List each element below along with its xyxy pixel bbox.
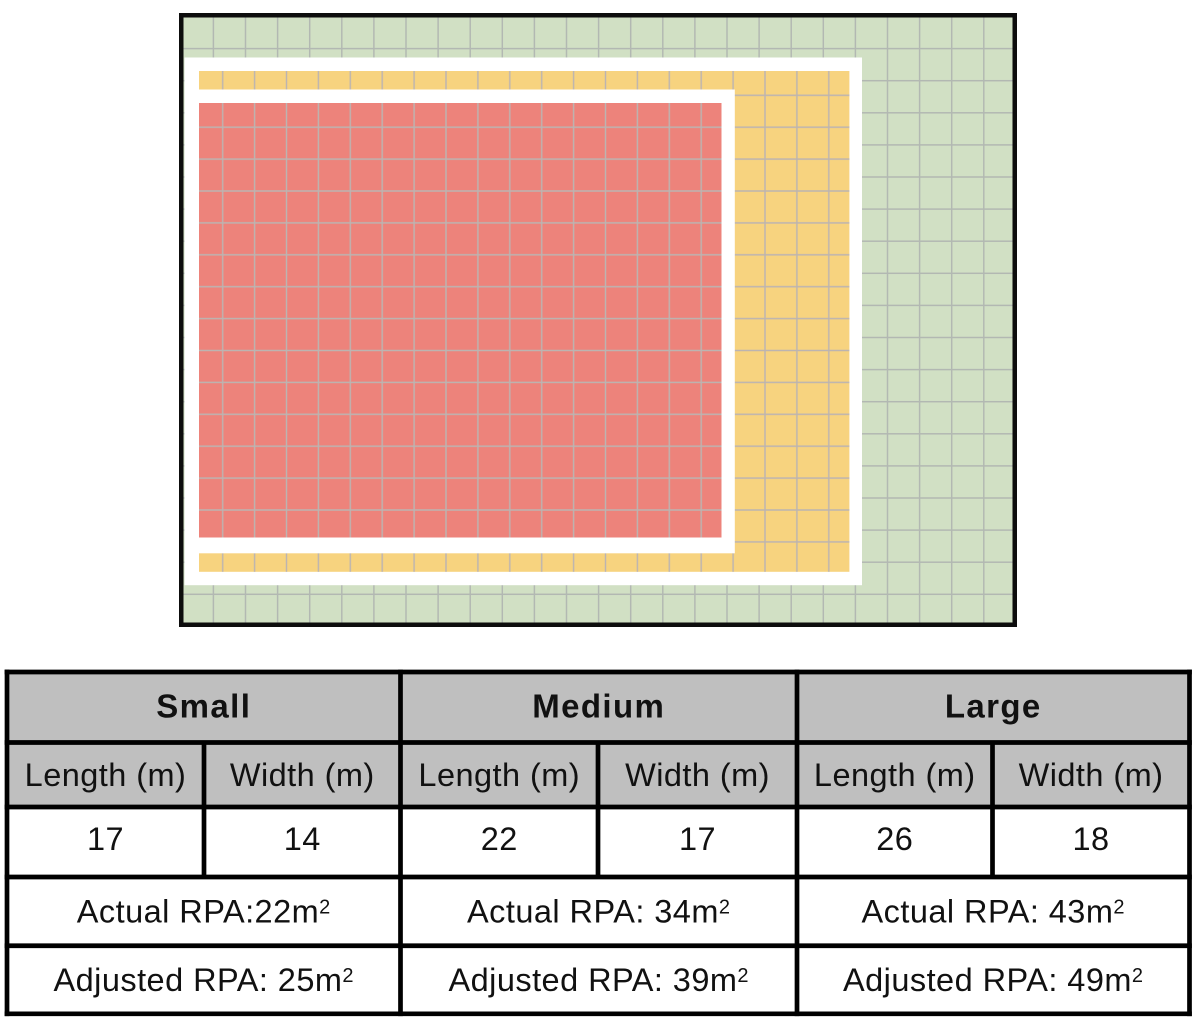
svg-text:Width (m): Width (m) — [230, 757, 375, 793]
svg-text:Medium: Medium — [532, 688, 665, 725]
svg-text:Adjusted RPA: 25m2: Adjusted RPA: 25m2 — [54, 962, 354, 998]
svg-text:Width (m): Width (m) — [625, 757, 770, 793]
svg-text:Length (m): Length (m) — [814, 757, 976, 793]
svg-text:Length (m): Length (m) — [418, 757, 580, 793]
svg-text:Width (m): Width (m) — [1019, 757, 1164, 793]
svg-text:Actual RPA: 43m2: Actual RPA: 43m2 — [862, 894, 1125, 930]
svg-text:17: 17 — [87, 821, 124, 857]
svg-text:Actual RPA:22m2: Actual RPA:22m2 — [77, 894, 331, 930]
svg-text:Length (m): Length (m) — [25, 757, 187, 793]
svg-text:18: 18 — [1072, 821, 1109, 857]
svg-text:Actual RPA: 34m2: Actual RPA: 34m2 — [467, 894, 730, 930]
svg-text:Small: Small — [156, 688, 251, 725]
svg-text:Large: Large — [945, 688, 1042, 725]
svg-text:Adjusted RPA: 49m2: Adjusted RPA: 49m2 — [843, 962, 1143, 998]
svg-text:14: 14 — [284, 821, 321, 857]
svg-text:22: 22 — [481, 821, 518, 857]
svg-text:Adjusted RPA: 39m2: Adjusted RPA: 39m2 — [449, 962, 749, 998]
svg-text:26: 26 — [876, 821, 913, 857]
svg-text:17: 17 — [679, 821, 716, 857]
